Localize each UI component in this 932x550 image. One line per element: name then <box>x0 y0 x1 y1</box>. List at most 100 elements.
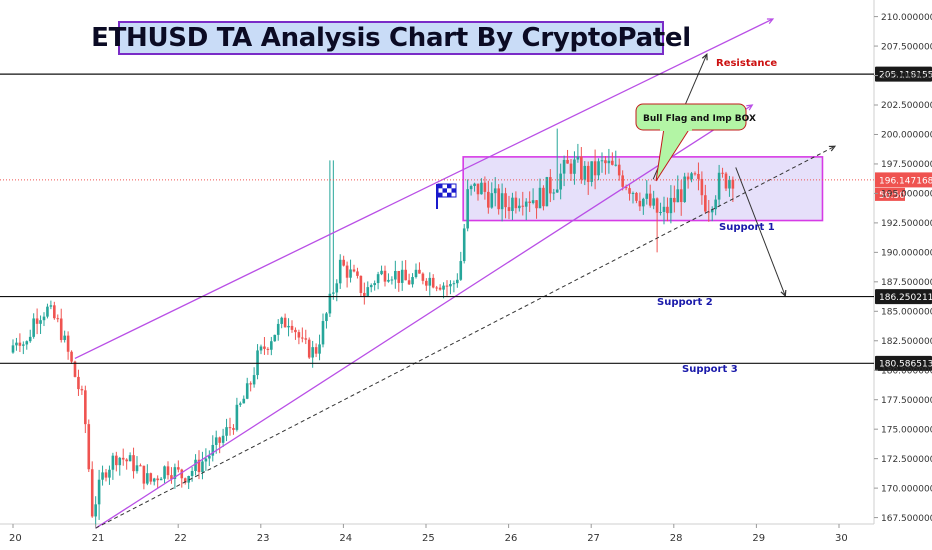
candle-body <box>266 348 270 350</box>
candle-body <box>252 375 256 385</box>
candle-body <box>273 334 277 342</box>
candle-body <box>611 160 614 165</box>
candle-body <box>63 335 66 340</box>
candle-body <box>369 285 373 288</box>
y-tick-label: 175.000000 <box>881 425 932 435</box>
bull-flag-callout-join <box>660 127 692 131</box>
candle-body <box>228 427 232 429</box>
candle-body <box>397 270 401 283</box>
candle-body <box>666 206 669 214</box>
candle-body <box>466 189 469 229</box>
candle-body <box>669 197 673 214</box>
candle-body <box>173 467 177 479</box>
candle-body <box>242 398 246 404</box>
candle-body <box>128 455 132 462</box>
candle-body <box>411 277 414 285</box>
consolidation-box <box>462 156 824 222</box>
candle-body <box>686 176 690 180</box>
flag-checker <box>442 188 447 193</box>
candle-body <box>25 341 29 345</box>
candle-body <box>542 187 545 207</box>
candle-body <box>32 318 35 337</box>
upper-channel-line <box>74 18 774 360</box>
candle-body <box>645 193 649 199</box>
candle-body <box>276 323 280 335</box>
candle-body <box>352 269 356 272</box>
candle-body <box>418 269 421 274</box>
candle-body <box>621 175 624 187</box>
candle-body <box>731 179 735 189</box>
candle-body <box>77 376 80 390</box>
candle-body <box>345 265 349 278</box>
candle-body <box>445 285 449 287</box>
candle-body <box>287 325 290 328</box>
candle-body <box>125 459 128 462</box>
candle-body <box>604 160 607 164</box>
price-axis[interactable]: 210.000000 207.500000 205.000000 202.500000… <box>874 13 932 524</box>
chart-title-box: ETHUSD TA Analysis Chart By CryptoPatel <box>91 21 691 55</box>
y-tick-label: 177.500000 <box>881 396 932 406</box>
candle-body <box>235 404 239 430</box>
candle-body <box>180 469 184 479</box>
candle-body <box>239 403 242 405</box>
candle-body <box>631 192 635 194</box>
chart-title: ETHUSD TA Analysis Chart By CryptoPatel <box>91 23 691 53</box>
candle-body <box>693 173 697 175</box>
candle-body <box>414 269 418 278</box>
y-tick-label: 205.000000 <box>881 72 932 82</box>
candle-body <box>576 156 580 160</box>
level-205-label: 205.118155 <box>879 71 932 81</box>
candle-body <box>376 274 380 284</box>
candle-body <box>166 466 170 476</box>
candle-body <box>214 437 218 445</box>
candle-body <box>304 338 308 340</box>
countdown-label-bg <box>875 187 905 201</box>
candle-body <box>438 287 442 290</box>
candle-body <box>111 455 115 470</box>
candle-body <box>335 283 339 293</box>
candle-body <box>459 261 463 280</box>
candle-body <box>476 183 480 195</box>
level-186-label-bg <box>875 289 932 305</box>
candle-body <box>569 163 573 174</box>
x-tick-label: 22 <box>174 533 187 544</box>
candle-body <box>359 275 363 293</box>
candle-body <box>149 473 153 482</box>
candles-layer <box>11 128 735 526</box>
y-tick-label: 180.000000 <box>881 366 932 376</box>
price-levels-layer: 205.118155 186.250211 180.586513 196.147168… <box>0 66 932 371</box>
candle-body <box>697 173 700 179</box>
support-2-label: Support 2 <box>657 297 713 308</box>
candle-body <box>607 160 611 164</box>
candle-body <box>15 342 18 346</box>
candle-body <box>197 459 201 473</box>
candle-body <box>380 270 383 275</box>
candle-body <box>249 383 252 385</box>
candle-body <box>428 277 432 286</box>
x-tick-label: 21 <box>92 533 105 544</box>
candle-body <box>245 383 249 399</box>
countdown-label: 50:50 <box>879 191 905 201</box>
x-tick-label: 20 <box>9 533 22 544</box>
y-tick-label: 170.000000 <box>881 484 932 494</box>
candle-body <box>187 475 190 483</box>
candle-body <box>597 161 600 176</box>
candle-body <box>159 478 163 481</box>
candle-body <box>624 186 628 189</box>
candle-body <box>342 259 345 266</box>
flag-checker <box>447 184 452 189</box>
candle-body <box>390 279 394 281</box>
candle-body <box>700 178 704 196</box>
candle-body <box>363 292 366 296</box>
candle-body <box>462 228 466 262</box>
candle-body <box>108 469 111 478</box>
flag-checker <box>451 188 456 193</box>
candle-body <box>338 259 342 284</box>
candle-body <box>404 269 407 281</box>
candle-body <box>156 478 159 481</box>
candle-body <box>221 435 225 443</box>
candle-body <box>552 192 556 194</box>
candle-body <box>325 313 328 322</box>
time-axis[interactable]: 20 21 22 23 24 25 26 27 28 29 30 <box>9 524 848 544</box>
